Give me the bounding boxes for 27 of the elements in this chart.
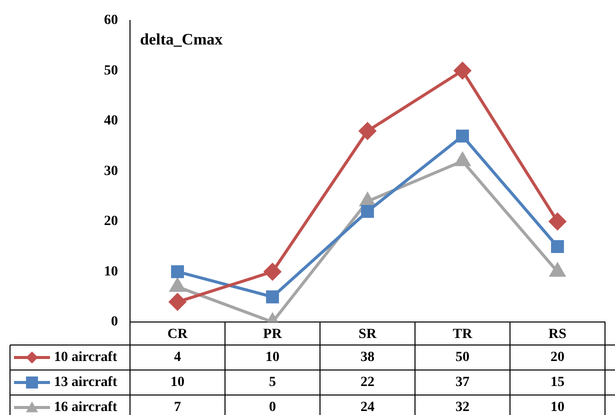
point bbox=[551, 240, 564, 254]
point bbox=[264, 263, 281, 280]
point bbox=[266, 290, 279, 304]
x-tick-label: TR bbox=[452, 327, 474, 342]
y-tick-label: 50 bbox=[104, 63, 118, 78]
y-tick-label: 0 bbox=[111, 314, 118, 330]
y-tick-label: 40 bbox=[104, 114, 118, 129]
y-tick-label: 20 bbox=[104, 214, 118, 230]
point bbox=[359, 122, 376, 140]
x-tick-label: SR bbox=[358, 327, 378, 342]
point bbox=[171, 265, 184, 278]
y-tick-label: 60 bbox=[104, 13, 118, 28]
point bbox=[454, 62, 471, 80]
x-tick-label: CR bbox=[167, 327, 188, 342]
point bbox=[360, 192, 376, 206]
text: delta_Cmax bbox=[140, 32, 223, 49]
point bbox=[361, 204, 374, 218]
point bbox=[169, 293, 186, 310]
point bbox=[456, 130, 469, 142]
x-tick-label: RS bbox=[548, 327, 567, 342]
y-tick-label: 30 bbox=[104, 164, 118, 179]
x-tick-label: PR bbox=[263, 327, 283, 342]
point bbox=[170, 278, 186, 292]
point bbox=[454, 152, 470, 166]
y-tick-label: 10 bbox=[104, 264, 118, 280]
point bbox=[549, 212, 566, 230]
point bbox=[550, 263, 566, 277]
